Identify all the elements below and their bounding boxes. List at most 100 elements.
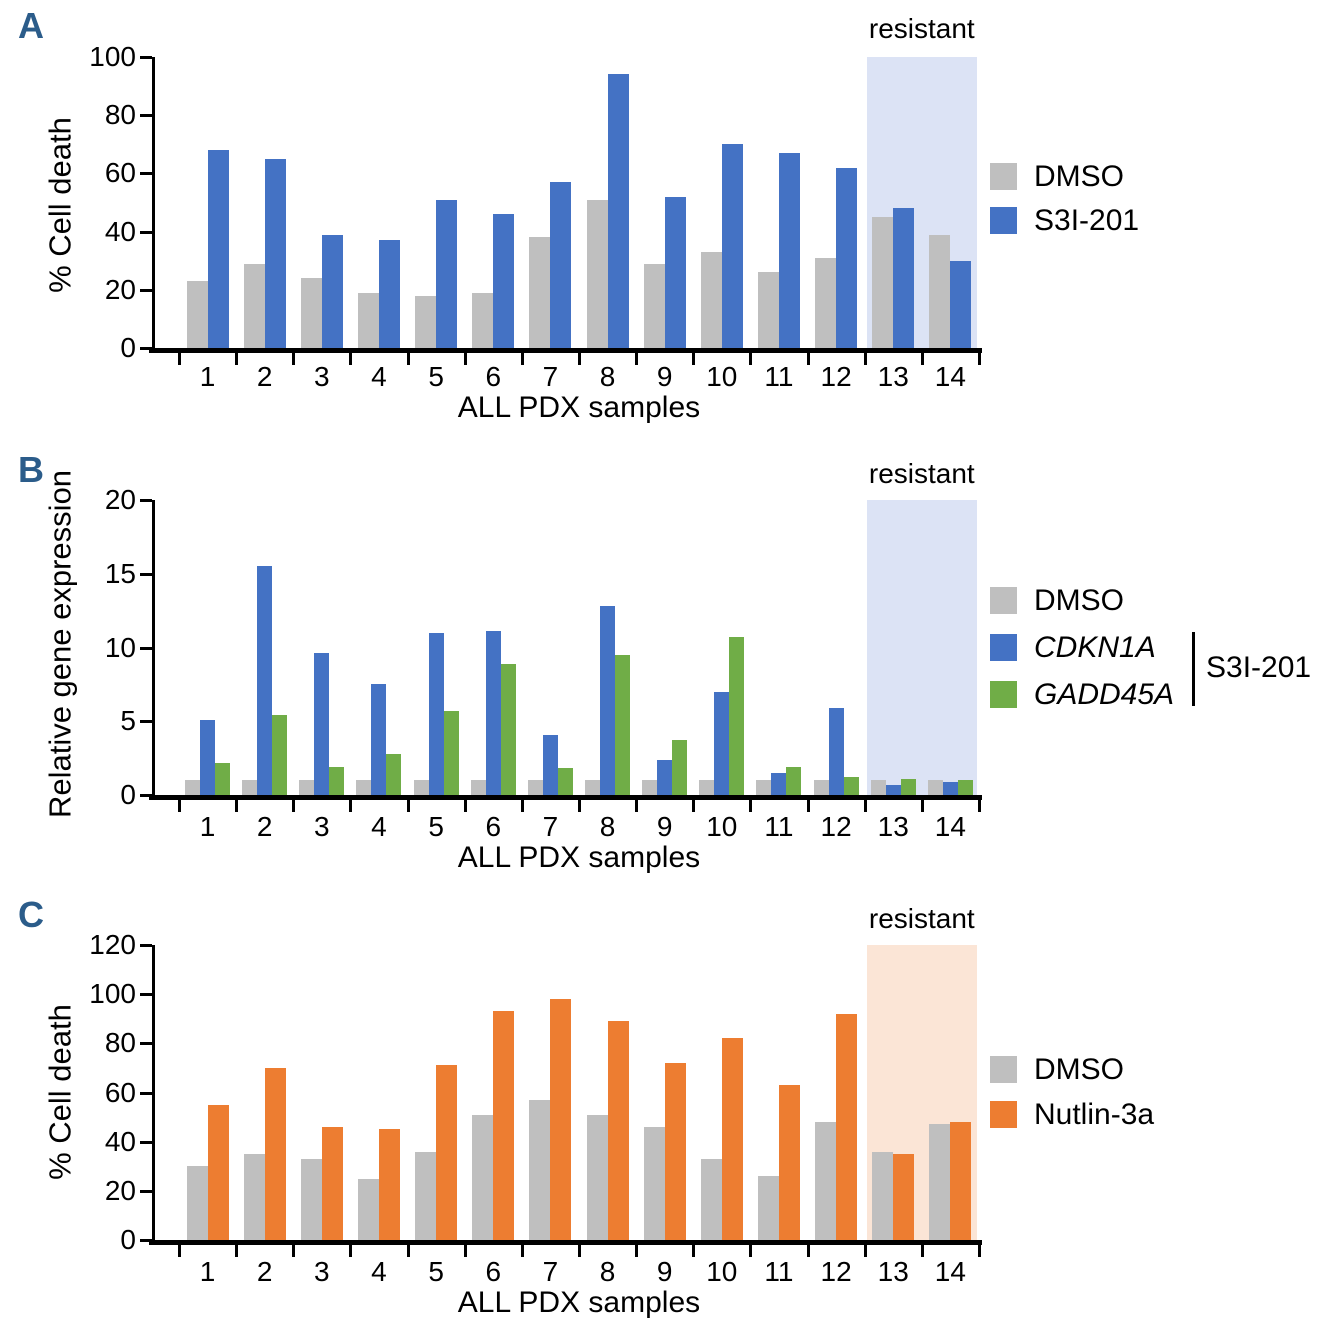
x-tick-label: 3 <box>314 361 330 392</box>
bar-dmso-10 <box>699 780 715 795</box>
bar-s3i-201-6 <box>493 214 515 348</box>
x-tick <box>692 800 696 812</box>
x-axis-title: ALL PDX samples <box>457 1286 701 1319</box>
x-tick <box>749 800 753 812</box>
y-tick <box>140 993 152 997</box>
x-tick-label: 12 <box>820 1256 852 1287</box>
bar-dmso-12 <box>815 1122 837 1240</box>
bar-gadd45a-2 <box>272 715 288 795</box>
x-tick-label: 6 <box>485 811 502 842</box>
bar-dmso-7 <box>529 1099 551 1240</box>
x-tick <box>863 1245 867 1257</box>
bar-s3i-201-2 <box>264 158 286 348</box>
x-tick-label: 13 <box>877 811 909 842</box>
x-tick-label: 1 <box>199 1256 216 1287</box>
y-tick-label: 100 <box>89 41 136 72</box>
y-tick-label: 20 <box>104 273 136 305</box>
bar-cdkn1a-8 <box>600 606 616 795</box>
x-tick <box>977 353 981 365</box>
bar-dmso-7 <box>527 780 543 795</box>
bar-dmso-5 <box>415 1151 437 1240</box>
x-tick-label: 3 <box>314 1256 330 1287</box>
x-tick <box>920 353 924 365</box>
bar-nutlin-3a-10 <box>721 1038 743 1240</box>
x-tick <box>635 1245 639 1257</box>
bar-gadd45a-12 <box>843 777 859 795</box>
x-tick-label: 8 <box>599 1256 616 1287</box>
x-tick <box>749 1245 753 1257</box>
x-tick-label: 1 <box>199 361 216 392</box>
y-tick <box>140 720 152 724</box>
y-tick-label: 20 <box>104 484 136 515</box>
x-tick <box>520 353 524 365</box>
bar-nutlin-3a-11 <box>778 1085 800 1240</box>
bar-dmso-3 <box>299 780 315 795</box>
x-tick-label: 13 <box>877 1256 909 1287</box>
x-tick <box>178 353 181 365</box>
bar-nutlin-3a-8 <box>607 1021 629 1240</box>
y-tick-label: 60 <box>104 1076 136 1108</box>
bar-dmso-4 <box>356 780 372 795</box>
x-tick-label: 1 <box>199 811 216 842</box>
y-tick <box>140 288 152 292</box>
x-tick-label: 4 <box>371 811 387 842</box>
bar-gadd45a-11 <box>786 766 802 795</box>
x-tick <box>349 800 353 812</box>
x-axis-title: ALL PDX samples <box>457 391 701 424</box>
bar-s3i-201-8 <box>607 74 629 348</box>
x-tick-label: 9 <box>656 811 673 842</box>
legend-swatch-cdkn1a <box>990 634 1017 661</box>
bar-s3i-201-13 <box>893 208 915 348</box>
y-tick <box>140 572 152 576</box>
x-axis-line <box>149 1240 982 1245</box>
y-tick-label: 40 <box>104 1125 136 1157</box>
x-tick-label: 6 <box>485 1256 502 1287</box>
bar-gadd45a-8 <box>615 654 631 795</box>
y-tick-label: 0 <box>120 779 136 810</box>
legend-label-dmso: DMSO <box>1034 160 1124 193</box>
bar-dmso-13 <box>872 217 894 348</box>
x-tick <box>349 353 353 365</box>
y-tick-label: 40 <box>104 215 136 247</box>
y-tick <box>140 1140 152 1144</box>
bar-s3i-201-11 <box>778 153 800 348</box>
bar-dmso-6 <box>472 292 494 348</box>
bar-s3i-201-5 <box>436 199 458 348</box>
y-tick <box>140 1189 152 1193</box>
y-tick-label: 10 <box>104 631 136 663</box>
bar-dmso-14 <box>929 1124 951 1240</box>
y-axis-line <box>152 57 155 352</box>
x-tick-label: 3 <box>314 811 330 842</box>
bar-cdkn1a-5 <box>428 632 444 795</box>
x-tick-label: 11 <box>764 811 794 842</box>
bar-s3i-201-3 <box>321 234 343 348</box>
x-axis-title: ALL PDX samples <box>457 841 701 874</box>
bar-dmso-8 <box>586 199 608 348</box>
x-tick <box>406 353 410 365</box>
x-tick <box>692 1245 696 1257</box>
y-tick <box>140 56 152 59</box>
bar-gadd45a-7 <box>557 768 573 795</box>
bar-dmso-4 <box>357 1178 379 1240</box>
legend-label-cdkn1a: CDKN1A <box>1034 631 1156 664</box>
bar-cdkn1a-10 <box>714 691 730 795</box>
x-tick <box>235 1245 239 1257</box>
bar-dmso-10 <box>700 1158 722 1240</box>
legend-swatch-dmso <box>990 1056 1017 1083</box>
bar-nutlin-3a-13 <box>893 1153 915 1240</box>
bar-cdkn1a-6 <box>485 631 501 795</box>
bar-dmso-13 <box>870 780 886 795</box>
x-tick-label: 10 <box>706 1256 738 1287</box>
legend-swatch-gadd45a <box>990 681 1017 708</box>
x-tick <box>635 800 639 812</box>
bar-dmso-8 <box>586 1114 608 1240</box>
bar-nutlin-3a-6 <box>493 1011 515 1240</box>
x-tick <box>292 800 296 812</box>
bar-nutlin-3a-9 <box>664 1063 686 1240</box>
y-tick <box>140 1091 152 1095</box>
resistant-annotation: resistant <box>868 458 975 489</box>
resistant-shade-region <box>866 945 977 1240</box>
x-tick <box>692 353 696 365</box>
